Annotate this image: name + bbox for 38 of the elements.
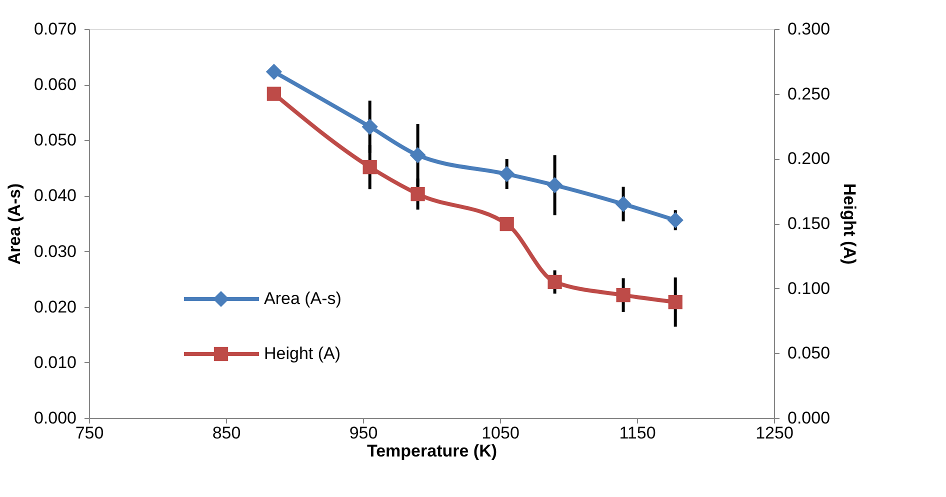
point — [498, 166, 515, 182]
y2-tick-label: 0.300 — [788, 20, 830, 38]
x-tick-label: 1050 — [482, 424, 520, 442]
y-axis-title: Area (A-s) — [4, 183, 24, 265]
y-tick-label: 0.040 — [34, 186, 76, 206]
point — [667, 212, 684, 228]
y-tick-label: 0.070 — [34, 20, 76, 38]
x-tick-label: 950 — [349, 424, 378, 442]
point — [546, 177, 563, 194]
legend-label: Height (A) — [264, 344, 341, 363]
x-tick-label: 1150 — [619, 424, 656, 442]
y-tick-label: 0.060 — [34, 75, 76, 94]
y2-tick-label: 0.150 — [788, 214, 830, 233]
point — [548, 274, 562, 290]
y-tick-label: 0.050 — [34, 130, 76, 150]
y-tick-label: 0.030 — [34, 242, 76, 261]
point — [266, 86, 282, 101]
point — [616, 288, 630, 302]
x-tick-label: 750 — [75, 424, 104, 442]
point — [362, 118, 378, 135]
y-tick-label: 0.010 — [34, 352, 76, 372]
point — [500, 216, 514, 232]
x-tick-label: 850 — [212, 424, 241, 442]
x-axis-title: Temperature (K) — [366, 442, 498, 460]
point — [362, 160, 377, 174]
point — [668, 295, 682, 310]
point — [615, 196, 632, 212]
legend-label: Area (A-s) — [264, 289, 342, 308]
y2-tick-label: 0.050 — [788, 344, 830, 363]
y2-axis-title: Height (A) — [840, 183, 860, 265]
point — [410, 147, 426, 164]
y2-tick-label: 0.100 — [788, 278, 830, 298]
y2-tick-label: 0.200 — [788, 149, 830, 168]
y2-tick-label: 0.250 — [788, 84, 830, 104]
y-tick-label: 0.000 — [34, 408, 76, 428]
y-tick-label: 0.020 — [34, 297, 76, 316]
point — [266, 64, 282, 80]
point — [410, 186, 425, 202]
